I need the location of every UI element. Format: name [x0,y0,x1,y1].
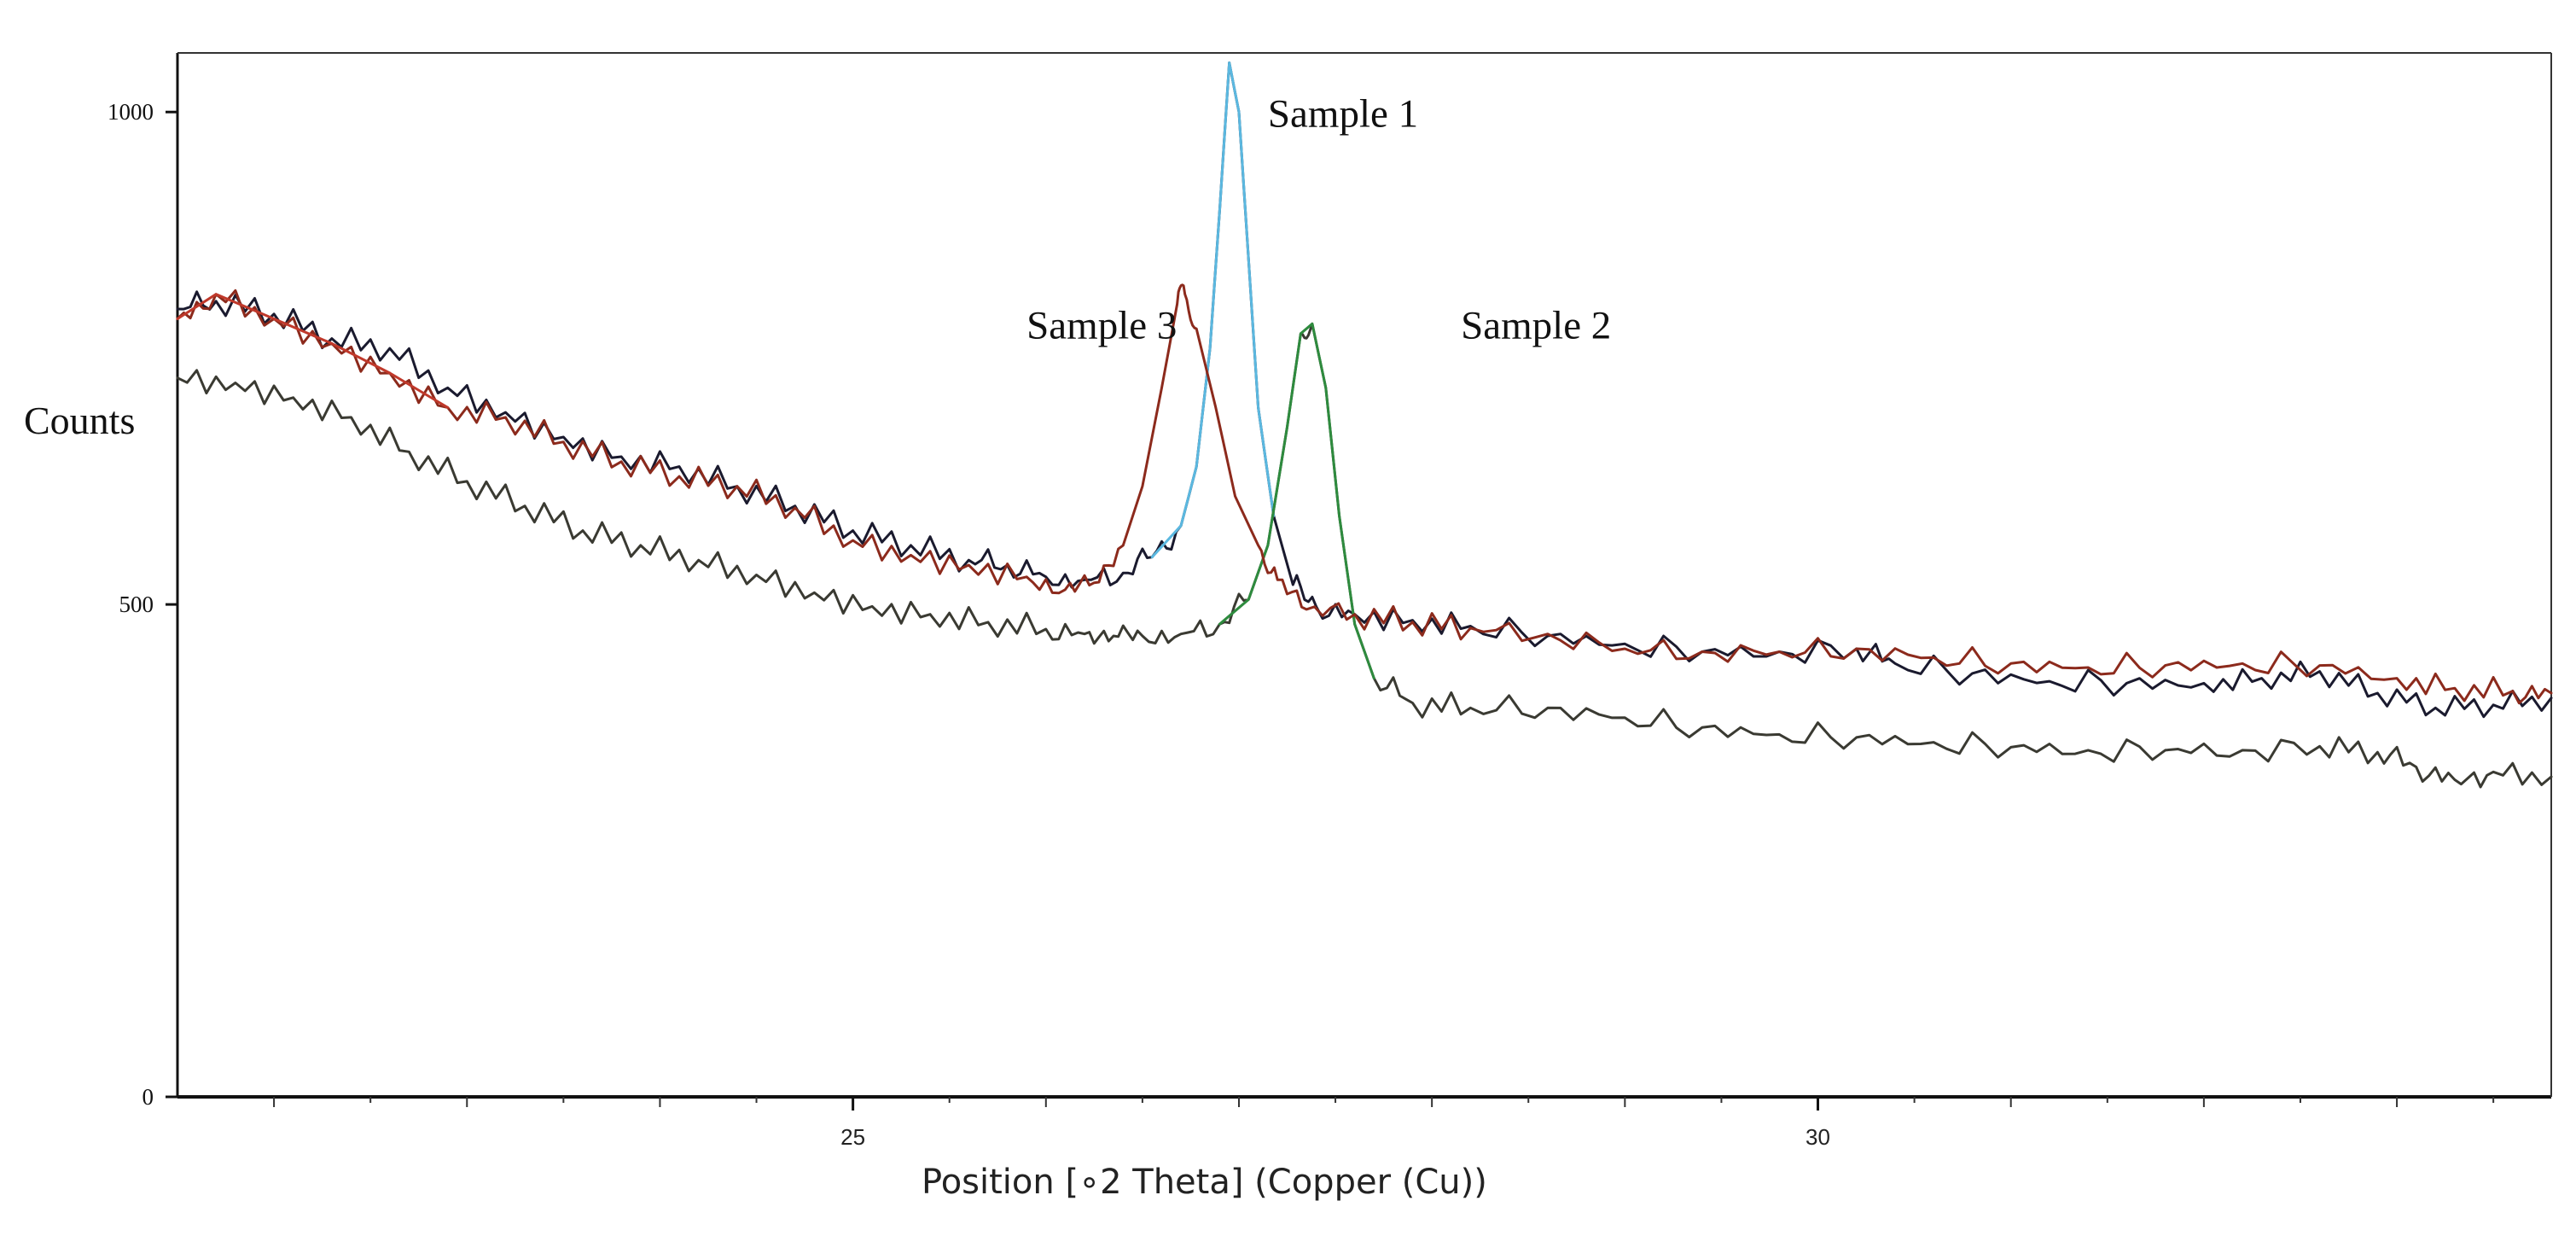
series-line [176,283,2553,705]
axis-ticks: 0 500 1000 25 30 [108,99,2495,1150]
y-tick-label: 500 [119,592,154,617]
x-axis-label: Position [∘2 Theta] (Copper (Cu)) [922,1163,1487,1202]
series-peak [176,293,450,409]
series-annotation: Sample 2 [1461,304,1611,348]
series-annotations: Sample 1 Sample 3 Sample 2 [1026,92,1611,348]
series-annotation: Sample 3 [1026,304,1177,348]
x-tick-label: 30 [1806,1124,1830,1150]
series-peak [1150,61,1276,559]
y-axis-label: Counts [24,399,135,442]
plot-frame [176,52,2552,1099]
y-tick-label: 1000 [108,99,154,125]
series-lines [176,61,2553,789]
x-tick-label: 25 [840,1124,865,1150]
series-peak [1218,322,1375,680]
y-tick-label: 0 [142,1084,154,1110]
series-annotation: Sample 1 [1268,92,1418,137]
